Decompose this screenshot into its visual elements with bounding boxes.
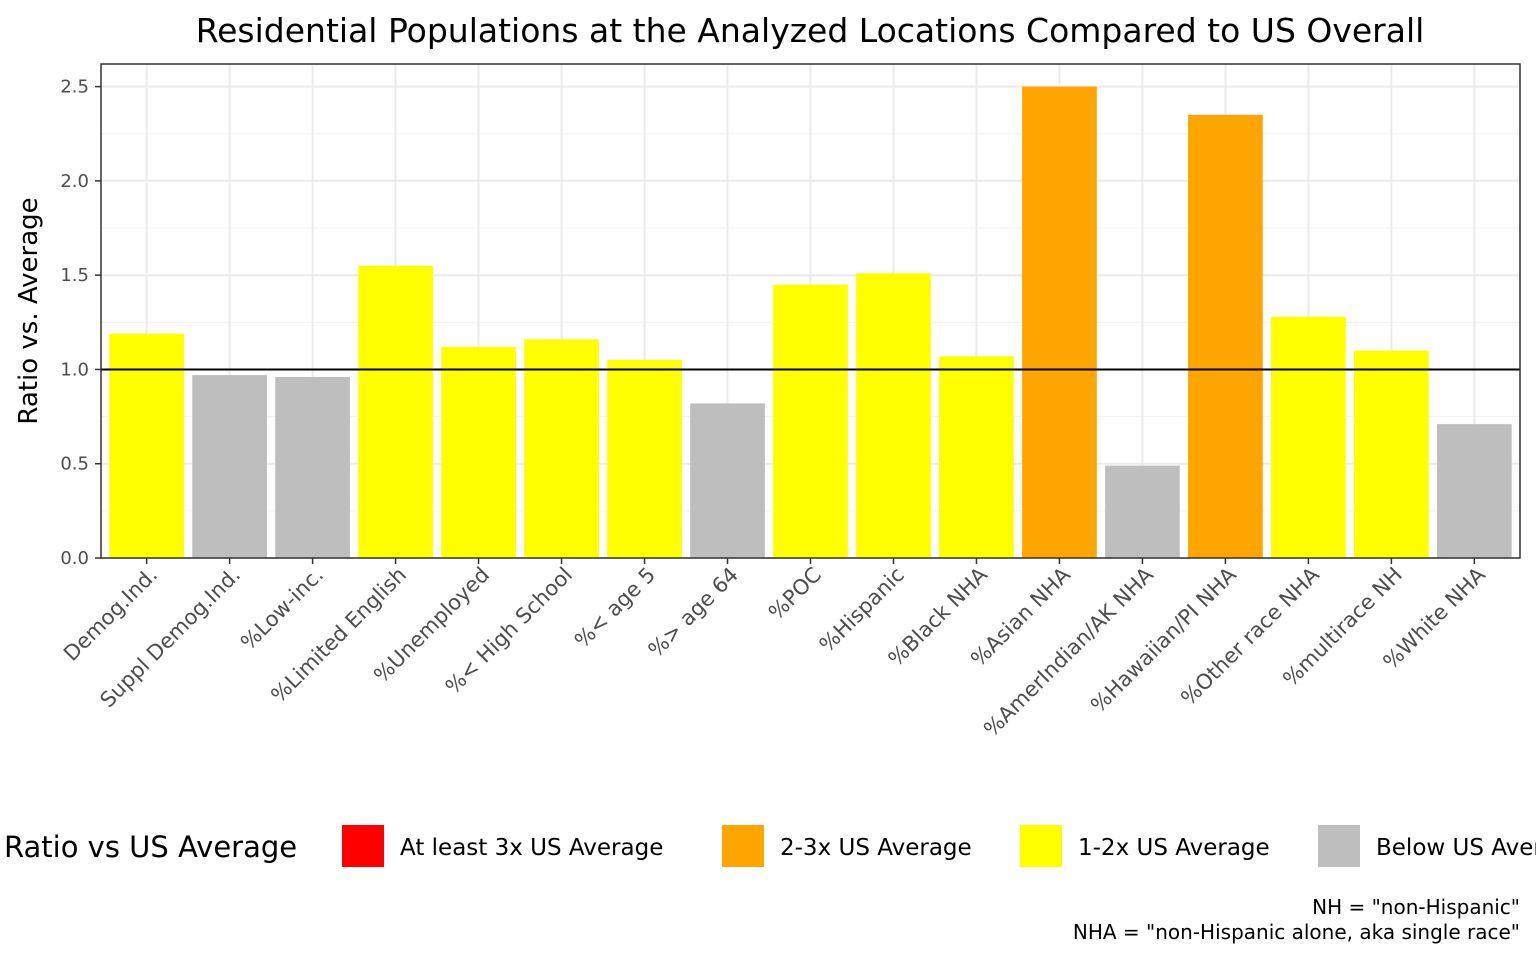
bar — [773, 284, 848, 558]
x-tick-label: %Hawaiian/PI NHA — [1086, 562, 1241, 717]
x-tick-label: %< age 5 — [570, 563, 660, 653]
bar — [1022, 86, 1097, 559]
y-tick-label: 2.0 — [60, 171, 89, 192]
x-tick-label: Suppl Demog.Ind. — [95, 563, 245, 713]
caption: NH = "non-Hispanic"NHA = "non-Hispanic a… — [1073, 895, 1520, 944]
legend-label: 2-3x US Average — [780, 835, 972, 861]
caption-line: NH = "non-Hispanic" — [1312, 895, 1520, 919]
legend-key — [722, 825, 764, 867]
legend-key — [342, 825, 384, 867]
bar — [1354, 350, 1429, 558]
bar — [607, 360, 682, 558]
x-tick-label: %Limited English — [266, 563, 411, 708]
bar — [690, 403, 765, 558]
legend-label: 1-2x US Average — [1078, 835, 1270, 861]
legend-title: Ratio vs US Average — [4, 830, 297, 864]
x-tick-label: %Low-inc. — [236, 563, 328, 655]
bar — [192, 375, 267, 558]
legend-label: Below US Average — [1376, 835, 1536, 861]
bar — [524, 339, 599, 558]
y-tick-label: 1.0 — [60, 359, 89, 380]
bar — [939, 356, 1014, 558]
y-tick-label: 0.5 — [60, 454, 89, 475]
bar — [1271, 316, 1346, 558]
bar — [1437, 424, 1512, 558]
x-tick-label: %Other race NHA — [1176, 562, 1324, 710]
legend: Ratio vs US Average At least 3x US Averag… — [4, 825, 1536, 867]
x-tick-label: %> age 64 — [644, 563, 744, 663]
legend-label: At least 3x US Average — [400, 835, 663, 861]
bar — [1188, 114, 1263, 559]
y-tick-label: 2.5 — [60, 77, 89, 98]
chart-title: Residential Populations at the Analyzed … — [196, 11, 1425, 50]
y-axis-title: Ratio vs. Average — [14, 197, 44, 424]
bar — [109, 333, 184, 558]
legend-key — [1318, 825, 1360, 867]
bar — [1105, 465, 1180, 558]
bar — [856, 273, 931, 558]
bar — [275, 376, 350, 558]
y-tick-label: 1.5 — [60, 265, 89, 286]
bar — [441, 346, 516, 558]
caption-line: NHA = "non-Hispanic alone, aka single ra… — [1073, 920, 1520, 944]
y-tick-label: 0.0 — [60, 548, 89, 569]
bar — [358, 265, 433, 558]
x-tick-label: %AmerIndian/AK NHA — [979, 562, 1158, 741]
legend-key — [1020, 825, 1062, 867]
x-tick-label: %POC — [764, 563, 826, 625]
